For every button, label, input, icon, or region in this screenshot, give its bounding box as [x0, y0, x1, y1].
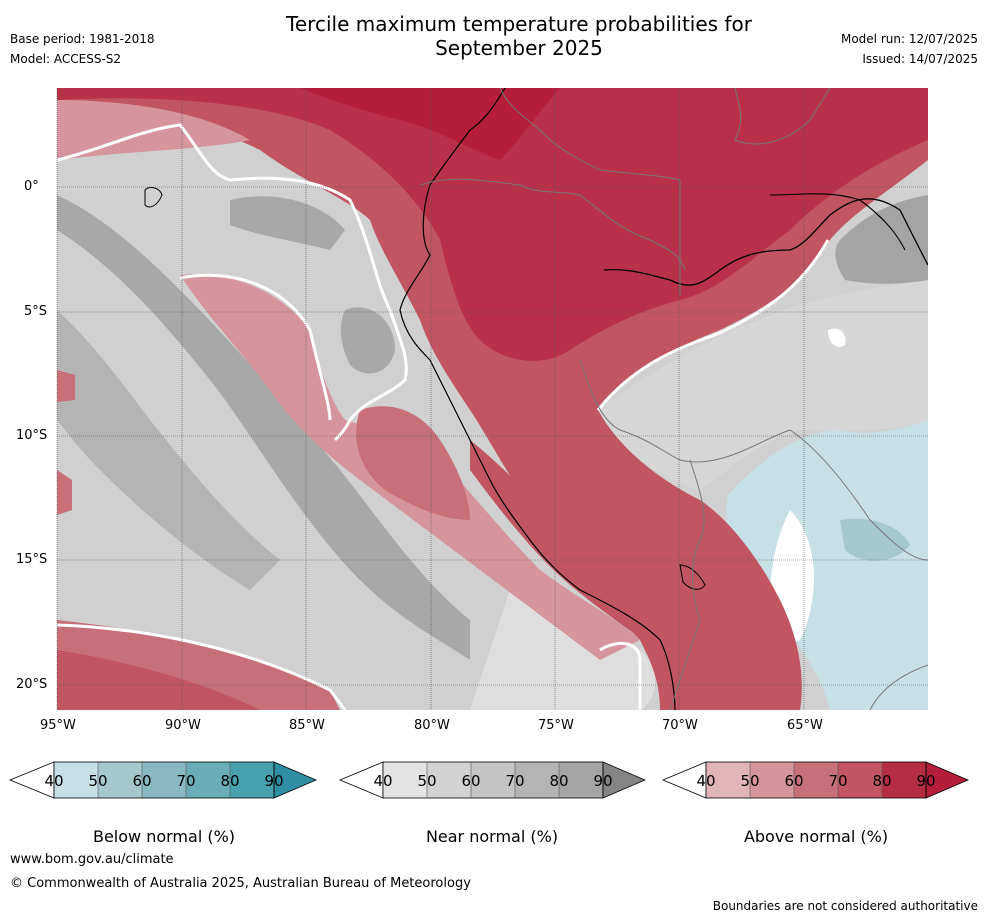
above-normal-sw-dark — [57, 650, 260, 710]
lake-titicaca — [679, 564, 706, 590]
above-tick-80: 80 — [872, 772, 892, 790]
base-period: Base period: 1981-2018 — [10, 32, 155, 46]
contour-line-3 — [57, 623, 347, 710]
lat-label-20s: 20°S — [16, 677, 48, 692]
lat-label-5s: 5°S — [24, 304, 48, 319]
model-name: Model: ACCESS-S2 — [10, 52, 122, 66]
above-normal-label: Above normal (%) — [743, 827, 889, 846]
country-border-6 — [789, 429, 928, 561]
above-normal-peak — [300, 88, 560, 160]
near-normal-label: Near normal (%) — [425, 827, 559, 846]
below-tick-50: 50 — [88, 772, 108, 790]
lon-label-85w: 85°W — [289, 718, 325, 733]
contour-line-2 — [179, 273, 332, 421]
near-tick-70: 70 — [505, 772, 525, 790]
title-line-2: September 2025 — [435, 36, 603, 60]
near-tick-80: 80 — [549, 772, 569, 790]
country-border-4 — [579, 359, 791, 463]
lon-label-95w: 95°W — [40, 718, 76, 733]
lon-label-80w: 80°W — [414, 718, 450, 733]
above-normal-patch — [356, 406, 470, 520]
lon-label-70w: 70°W — [662, 718, 698, 733]
above-tick-90: 90 — [916, 772, 936, 790]
above-tick-70: 70 — [828, 772, 848, 790]
above-normal-west-edge — [57, 370, 75, 402]
colorbar-above-normal — [661, 761, 970, 799]
colorbar-near-normal — [338, 761, 647, 799]
lat-label-15s: 15°S — [16, 552, 48, 567]
amazon-river — [603, 198, 928, 286]
near-normal-east — [598, 280, 928, 490]
above-normal-west-edge-2 — [57, 470, 72, 515]
lat-label-0: 0° — [24, 179, 39, 194]
website-link[interactable]: www.bom.gov.au/climate — [10, 852, 174, 867]
above-normal-coastal-strip — [470, 440, 690, 660]
below-normal-mid-patch — [840, 518, 910, 561]
near-tick-90: 90 — [593, 772, 613, 790]
title-line-1: Tercile maximum temperature probabilitie… — [286, 12, 752, 36]
near-normal-dark-band — [57, 195, 470, 660]
map-title: Tercile maximum temperature probabilitie… — [244, 12, 794, 60]
near-normal-dark-patch — [230, 196, 345, 250]
above-tick-50: 50 — [740, 772, 760, 790]
lat-label-10s: 10°S — [16, 428, 48, 443]
country-border-5 — [669, 459, 705, 710]
near-normal-dark-patch-2 — [340, 307, 395, 374]
below-normal-region — [726, 420, 928, 710]
contour-line-5 — [599, 641, 642, 710]
near-tick-50: 50 — [417, 772, 437, 790]
near-tick-40: 40 — [373, 772, 393, 790]
above-tick-60: 60 — [784, 772, 804, 790]
boundaries-disclaimer: Boundaries are not considered authoritat… — [712, 899, 978, 913]
near-normal-mid-band — [57, 310, 280, 590]
below-tick-40: 40 — [44, 772, 64, 790]
contour-line-4 — [596, 239, 830, 411]
model-run: Model run: 12/07/2025 — [840, 32, 978, 46]
country-border-7 — [869, 664, 928, 710]
near-normal-light-south — [470, 560, 655, 710]
country-border-2 — [499, 88, 681, 181]
river-north — [769, 193, 906, 251]
below-tick-60: 60 — [132, 772, 152, 790]
below-tick-80: 80 — [220, 772, 240, 790]
contour-line — [57, 123, 408, 442]
lon-label-90w: 90°W — [165, 718, 201, 733]
copyright-notice: © Commonwealth of Australia 2025, Austra… — [10, 876, 471, 891]
coastline — [399, 88, 676, 710]
contour-blob — [828, 328, 846, 347]
lon-label-75w: 75°W — [538, 718, 574, 733]
above-normal-high — [57, 88, 928, 361]
probability-map — [57, 88, 928, 710]
lon-label-65w: 65°W — [787, 718, 823, 733]
galapagos-islands — [144, 187, 163, 208]
below-normal-label: Below normal (%) — [92, 827, 236, 846]
below-tick-70: 70 — [176, 772, 196, 790]
colorbar-below-normal — [8, 761, 318, 799]
above-tick-40: 40 — [696, 772, 716, 790]
issued-date: Issued: 14/07/2025 — [862, 52, 978, 66]
near-normal-east-dark — [835, 195, 928, 284]
country-border-8 — [734, 88, 831, 145]
near-tick-60: 60 — [461, 772, 481, 790]
map-gridlines — [56, 88, 928, 710]
country-border — [419, 178, 686, 271]
below-tick-90: 90 — [264, 772, 284, 790]
